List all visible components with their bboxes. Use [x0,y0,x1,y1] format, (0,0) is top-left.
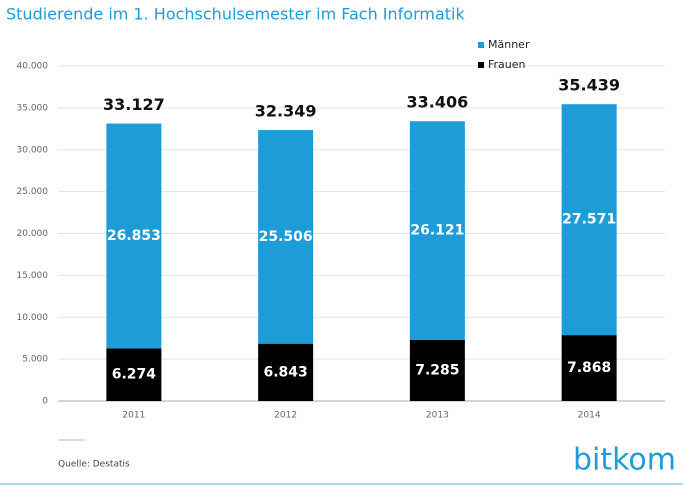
y-tick-label: 35.000 [17,103,49,113]
legend-swatch [478,42,484,48]
legend-label: Frauen [488,58,526,71]
bar-segment [258,343,314,401]
bar-segment [561,104,617,336]
source: Quelle: Destatis [58,460,130,470]
data-label: 27.571 [562,212,616,228]
total-label: 35.439 [558,76,620,95]
y-tick-label: 0 [42,397,48,407]
bar-segment [409,121,465,340]
y-tick-label: 25.000 [17,187,49,197]
data-label: 6.843 [263,364,307,380]
data-label: 6.274 [112,367,157,383]
bar-segment [409,339,465,401]
data-label: 25.506 [259,229,313,245]
bar-segment [106,123,162,349]
bar-segment [561,335,617,401]
data-label: 26.853 [107,228,161,244]
y-tick-label: 10.000 [17,313,49,323]
y-tick-label: 40.000 [17,62,49,72]
total-label: 33.406 [407,93,469,112]
x-tick-label: 2014 [578,411,601,421]
chart-title: Studierende im 1. Hochschulsemester im F… [6,5,465,24]
y-tick-label: 5.000 [22,355,48,365]
y-tick-label: 20.000 [17,229,49,239]
data-label: 7.285 [415,362,459,378]
bar-segment [106,348,162,401]
x-tick-label: 2012 [274,411,297,421]
x-tick-label: 2011 [122,411,145,421]
data-label: 7.868 [567,360,611,376]
legend-label: Männer [488,38,530,51]
y-tick-label: 30.000 [17,145,49,155]
legend-swatch [478,62,484,68]
total-label: 33.127 [103,95,165,114]
data-label: 26.121 [410,223,464,239]
x-tick-label: 2013 [426,411,449,421]
bar-segment [258,130,314,344]
logo: bitkom [573,443,676,478]
y-tick-label: 15.000 [17,271,49,281]
total-label: 32.349 [255,102,317,121]
